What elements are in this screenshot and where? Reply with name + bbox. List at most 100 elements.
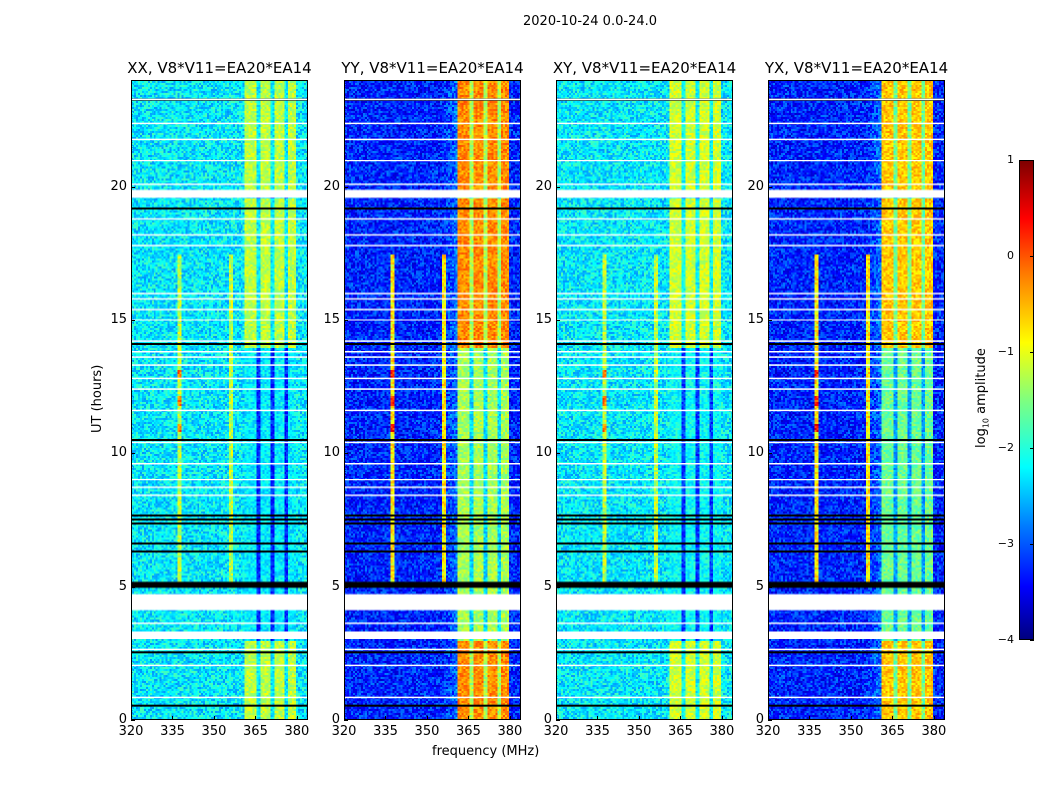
x-tick-label: 335 — [585, 724, 610, 739]
waterfall-panel — [344, 80, 521, 720]
y-tick-label: 15 — [747, 312, 764, 327]
colorbar-tick-mark — [1030, 352, 1034, 353]
y-tick-mark — [344, 186, 348, 188]
y-tick-label: 0 — [331, 712, 340, 727]
panel-title: YX, V8*V11=EA20*EA14 — [764, 59, 949, 77]
x-tick-mark — [809, 716, 811, 720]
y-tick-mark — [768, 320, 772, 321]
y-tick-mark — [768, 720, 772, 721]
y-tick-label: 5 — [755, 578, 764, 594]
x-tick-label: 380 — [709, 724, 735, 739]
y-tick-mark — [131, 720, 135, 721]
x-tick-mark — [468, 716, 470, 720]
y-tick-label: 5 — [118, 578, 127, 594]
x-tick-mark — [597, 716, 599, 720]
x-tick-mark — [255, 716, 257, 720]
x-tick-mark — [638, 716, 640, 720]
x-tick-label: 335 — [797, 724, 822, 739]
y-tick-label: 20 — [323, 178, 340, 194]
y-tick-label: 15 — [323, 312, 340, 327]
y-tick-mark — [768, 186, 772, 188]
y-tick-label: 10 — [535, 445, 552, 461]
x-tick-mark — [721, 716, 723, 720]
x-tick-mark — [426, 716, 428, 720]
x-tick-label: 320 — [543, 724, 569, 739]
x-tick-mark — [933, 716, 935, 720]
x-tick-label: 365 — [668, 724, 693, 739]
waterfall-panel — [556, 80, 733, 720]
y-tick-mark — [344, 720, 348, 721]
y-axis-label: UT (hours) — [90, 364, 105, 433]
colorbar-tick-label: 0 — [1007, 249, 1014, 262]
y-tick-label: 0 — [118, 712, 127, 727]
panel-title: XY, V8*V11=EA20*EA14 — [552, 59, 737, 77]
colorbar-tick-mark — [1030, 160, 1034, 161]
x-tick-label: 320 — [331, 724, 357, 739]
y-tick-label: 10 — [110, 445, 127, 461]
y-tick-label: 10 — [323, 445, 340, 461]
y-tick-label: 10 — [747, 445, 764, 461]
x-tick-label: 350 — [838, 724, 864, 739]
x-tick-mark — [768, 716, 769, 720]
x-tick-mark — [892, 716, 894, 720]
x-tick-label: 380 — [497, 724, 523, 739]
colorbar-label: log10 amplitude — [974, 348, 991, 448]
y-tick-label: 5 — [331, 578, 340, 594]
x-tick-mark — [509, 716, 511, 720]
x-tick-label: 320 — [118, 724, 144, 739]
heatmap-image — [557, 81, 732, 719]
y-tick-label: 20 — [535, 178, 552, 194]
colorbar — [1019, 160, 1034, 640]
x-tick-label: 365 — [456, 724, 481, 739]
y-tick-label: 20 — [747, 178, 764, 194]
x-tick-label: 320 — [755, 724, 781, 739]
x-tick-label: 380 — [284, 724, 310, 739]
panel-title: XX, V8*V11=EA20*EA14 — [127, 59, 312, 77]
colorbar-tick-mark — [1030, 544, 1034, 545]
colorbar-tick-mark — [1030, 640, 1034, 641]
x-tick-mark — [344, 716, 345, 720]
x-tick-mark — [680, 716, 682, 720]
heatmap-image — [132, 81, 307, 719]
y-tick-mark — [556, 186, 560, 188]
y-tick-mark — [344, 320, 348, 321]
x-tick-label: 335 — [373, 724, 398, 739]
x-tick-mark — [296, 716, 298, 720]
x-tick-label: 350 — [626, 724, 652, 739]
x-tick-label: 365 — [880, 724, 905, 739]
panel-title: YY, V8*V11=EA20*EA14 — [341, 59, 524, 77]
colorbar-tick-label: −1 — [997, 345, 1014, 358]
y-tick-mark — [131, 586, 135, 588]
colorbar-tick-label: −4 — [997, 633, 1014, 646]
y-tick-mark — [131, 453, 135, 455]
x-tick-mark — [556, 716, 557, 720]
heatmap-image — [769, 81, 944, 719]
x-tick-label: 350 — [414, 724, 440, 739]
y-tick-mark — [131, 186, 135, 188]
y-tick-label: 0 — [543, 712, 552, 727]
x-tick-label: 350 — [201, 724, 227, 739]
y-tick-mark — [556, 720, 560, 721]
figure-title: 2020-10-24 0.0-24.0 — [523, 14, 657, 29]
x-tick-mark — [385, 716, 387, 720]
colorbar-tick-label: −3 — [997, 537, 1014, 550]
y-tick-mark — [131, 320, 135, 321]
colorbar-tick-mark — [1030, 256, 1034, 257]
y-tick-label: 15 — [110, 312, 127, 327]
y-tick-mark — [768, 586, 772, 588]
x-tick-label: 335 — [160, 724, 185, 739]
x-tick-mark — [850, 716, 852, 720]
x-tick-label: 380 — [921, 724, 947, 739]
y-tick-label: 15 — [535, 312, 552, 327]
y-tick-label: 0 — [755, 712, 764, 727]
colorbar-tick-label: −2 — [997, 441, 1014, 454]
colorbar-tick-mark — [1030, 448, 1034, 449]
y-tick-mark — [768, 453, 772, 455]
x-tick-mark — [172, 716, 174, 720]
heatmap-image — [345, 81, 520, 719]
y-tick-mark — [344, 586, 348, 588]
waterfall-panel — [768, 80, 945, 720]
colorbar-tick-label: 1 — [1007, 153, 1014, 166]
y-tick-mark — [556, 453, 560, 455]
y-tick-mark — [556, 586, 560, 588]
